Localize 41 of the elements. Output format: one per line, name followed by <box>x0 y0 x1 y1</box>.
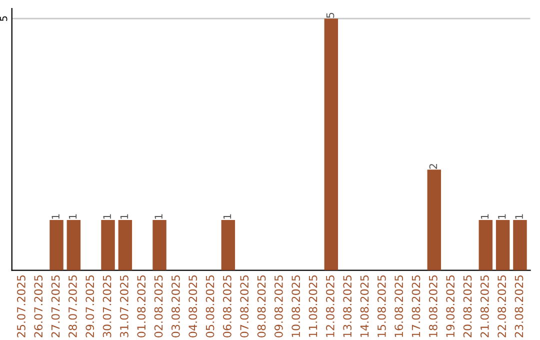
x-tick-label: 30.07.2025 <box>102 275 112 338</box>
x-tick-label: 07.08.2025 <box>240 275 249 338</box>
x-tick-label: 12.08.2025 <box>326 275 334 337</box>
data-label: 1 <box>103 214 111 219</box>
x-tick-label: 14.08.2025 <box>360 275 369 337</box>
data-label: 1 <box>154 214 162 219</box>
data-label: 1 <box>120 214 128 219</box>
x-tick-label: 02.08.2025 <box>154 275 163 338</box>
x-tick-label: 04.08.2025 <box>188 275 198 338</box>
data-label: 2 <box>429 164 438 169</box>
x-tick-label: 20.08.2025 <box>463 275 472 338</box>
x-tick-label: 18.08.2025 <box>428 275 438 337</box>
x-tick-label: 21.08.2025 <box>480 275 489 338</box>
data-label: 1 <box>498 214 506 219</box>
data-label: 1 <box>515 214 523 219</box>
x-tick-label: 16.08.2025 <box>394 275 404 337</box>
data-label: 5 <box>326 12 334 18</box>
x-tick-label: 26.07.2025 <box>34 275 43 338</box>
x-tick-label: 17.08.2025 <box>412 275 420 337</box>
x-tick-label: 15.08.2025 <box>377 275 386 337</box>
data-label: 1 <box>68 214 77 219</box>
x-tick-label: 08.08.2025 <box>257 275 266 338</box>
data-label: 1 <box>52 214 60 219</box>
x-tick-label: 03.08.2025 <box>171 275 180 338</box>
x-tick-label: 06.08.2025 <box>222 275 232 338</box>
x-tick-label: 29.07.2025 <box>86 275 94 338</box>
x-tick-label: 23.08.2025 <box>514 275 524 338</box>
x-tick-label: 05.08.2025 <box>206 275 214 338</box>
x-tick-label: 09.08.2025 <box>274 275 283 338</box>
data-label: 1 <box>480 214 489 219</box>
x-tick-label: 28.07.2025 <box>68 275 77 338</box>
x-tick-label: 11.08.2025 <box>308 275 318 337</box>
x-tick-label: 22.08.2025 <box>498 275 506 338</box>
x-tick-label: 27.07.2025 <box>51 275 60 338</box>
x-tick-label: 01.08.2025 <box>137 275 146 338</box>
x-tick-label: 13.08.2025 <box>343 275 352 337</box>
x-tick-label: 31.07.2025 <box>120 275 128 338</box>
data-label: 1 <box>223 214 232 219</box>
x-tick-label: 10.08.2025 <box>292 275 300 337</box>
x-tick-label: 25.07.2025 <box>17 275 26 338</box>
x-tick-label: 19.08.2025 <box>446 275 455 337</box>
